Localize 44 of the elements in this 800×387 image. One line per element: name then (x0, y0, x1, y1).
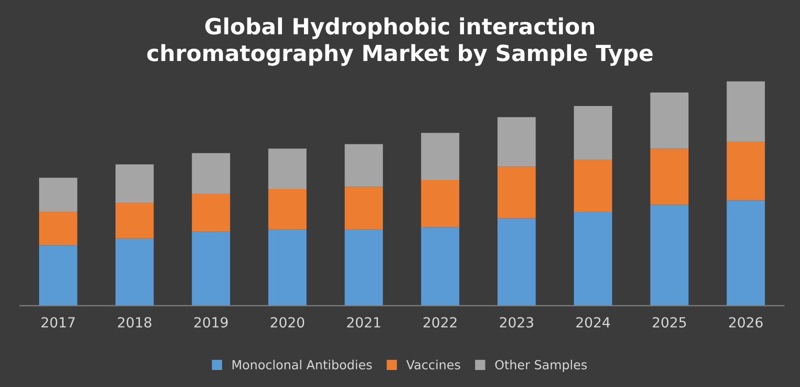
bar (39, 245, 78, 306)
bar (268, 148, 306, 190)
bar (574, 160, 612, 212)
bar (344, 229, 383, 306)
bar (498, 117, 536, 167)
bar (650, 92, 688, 149)
bar (421, 180, 460, 228)
x-tick-label: 2019 (194, 317, 228, 328)
legend-label: Vaccines (406, 360, 460, 370)
bar (116, 238, 154, 306)
x-tick-label: 2023 (500, 317, 534, 328)
bar (574, 211, 612, 306)
bar (726, 81, 765, 142)
legend-label: Monoclonal Antibodies (232, 360, 372, 370)
x-tick-label: 2022 (424, 317, 456, 328)
x-tick-label: 2021 (347, 317, 380, 328)
chart-title: Global Hydrophobic interaction chromatography Market by Sample Type (147, 17, 653, 66)
bar (726, 200, 765, 306)
bar (650, 204, 688, 306)
bar (39, 211, 78, 246)
bar (116, 164, 154, 202)
x-tick-label: 2017 (42, 317, 75, 328)
bar (39, 178, 78, 212)
bar (650, 148, 688, 205)
bar (498, 218, 536, 306)
bar (498, 166, 536, 218)
bar (726, 142, 765, 200)
bar (192, 153, 230, 194)
legend-label: Other Samples (495, 360, 587, 372)
bar (421, 227, 460, 306)
bar (268, 229, 306, 306)
bar (268, 189, 306, 230)
x-tick-label: 2026 (729, 317, 763, 328)
bar (116, 202, 154, 238)
bar (344, 144, 383, 187)
x-tick-label: 2025 (652, 317, 686, 328)
bar (192, 232, 230, 306)
x-tick-label: 2024 (576, 317, 610, 328)
bar (574, 106, 612, 160)
bar (192, 194, 230, 232)
x-tick-label: 2018 (118, 317, 152, 328)
x-tick-label: 2020 (270, 317, 304, 328)
bar (421, 132, 460, 180)
bar (344, 186, 383, 230)
